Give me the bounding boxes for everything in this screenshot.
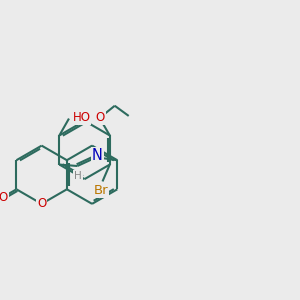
Text: N: N <box>92 148 103 163</box>
Text: HO: HO <box>73 112 91 124</box>
Text: Br: Br <box>94 184 108 197</box>
Text: O: O <box>95 111 105 124</box>
Text: H: H <box>74 171 82 181</box>
Text: O: O <box>0 191 7 204</box>
Text: O: O <box>37 197 46 210</box>
